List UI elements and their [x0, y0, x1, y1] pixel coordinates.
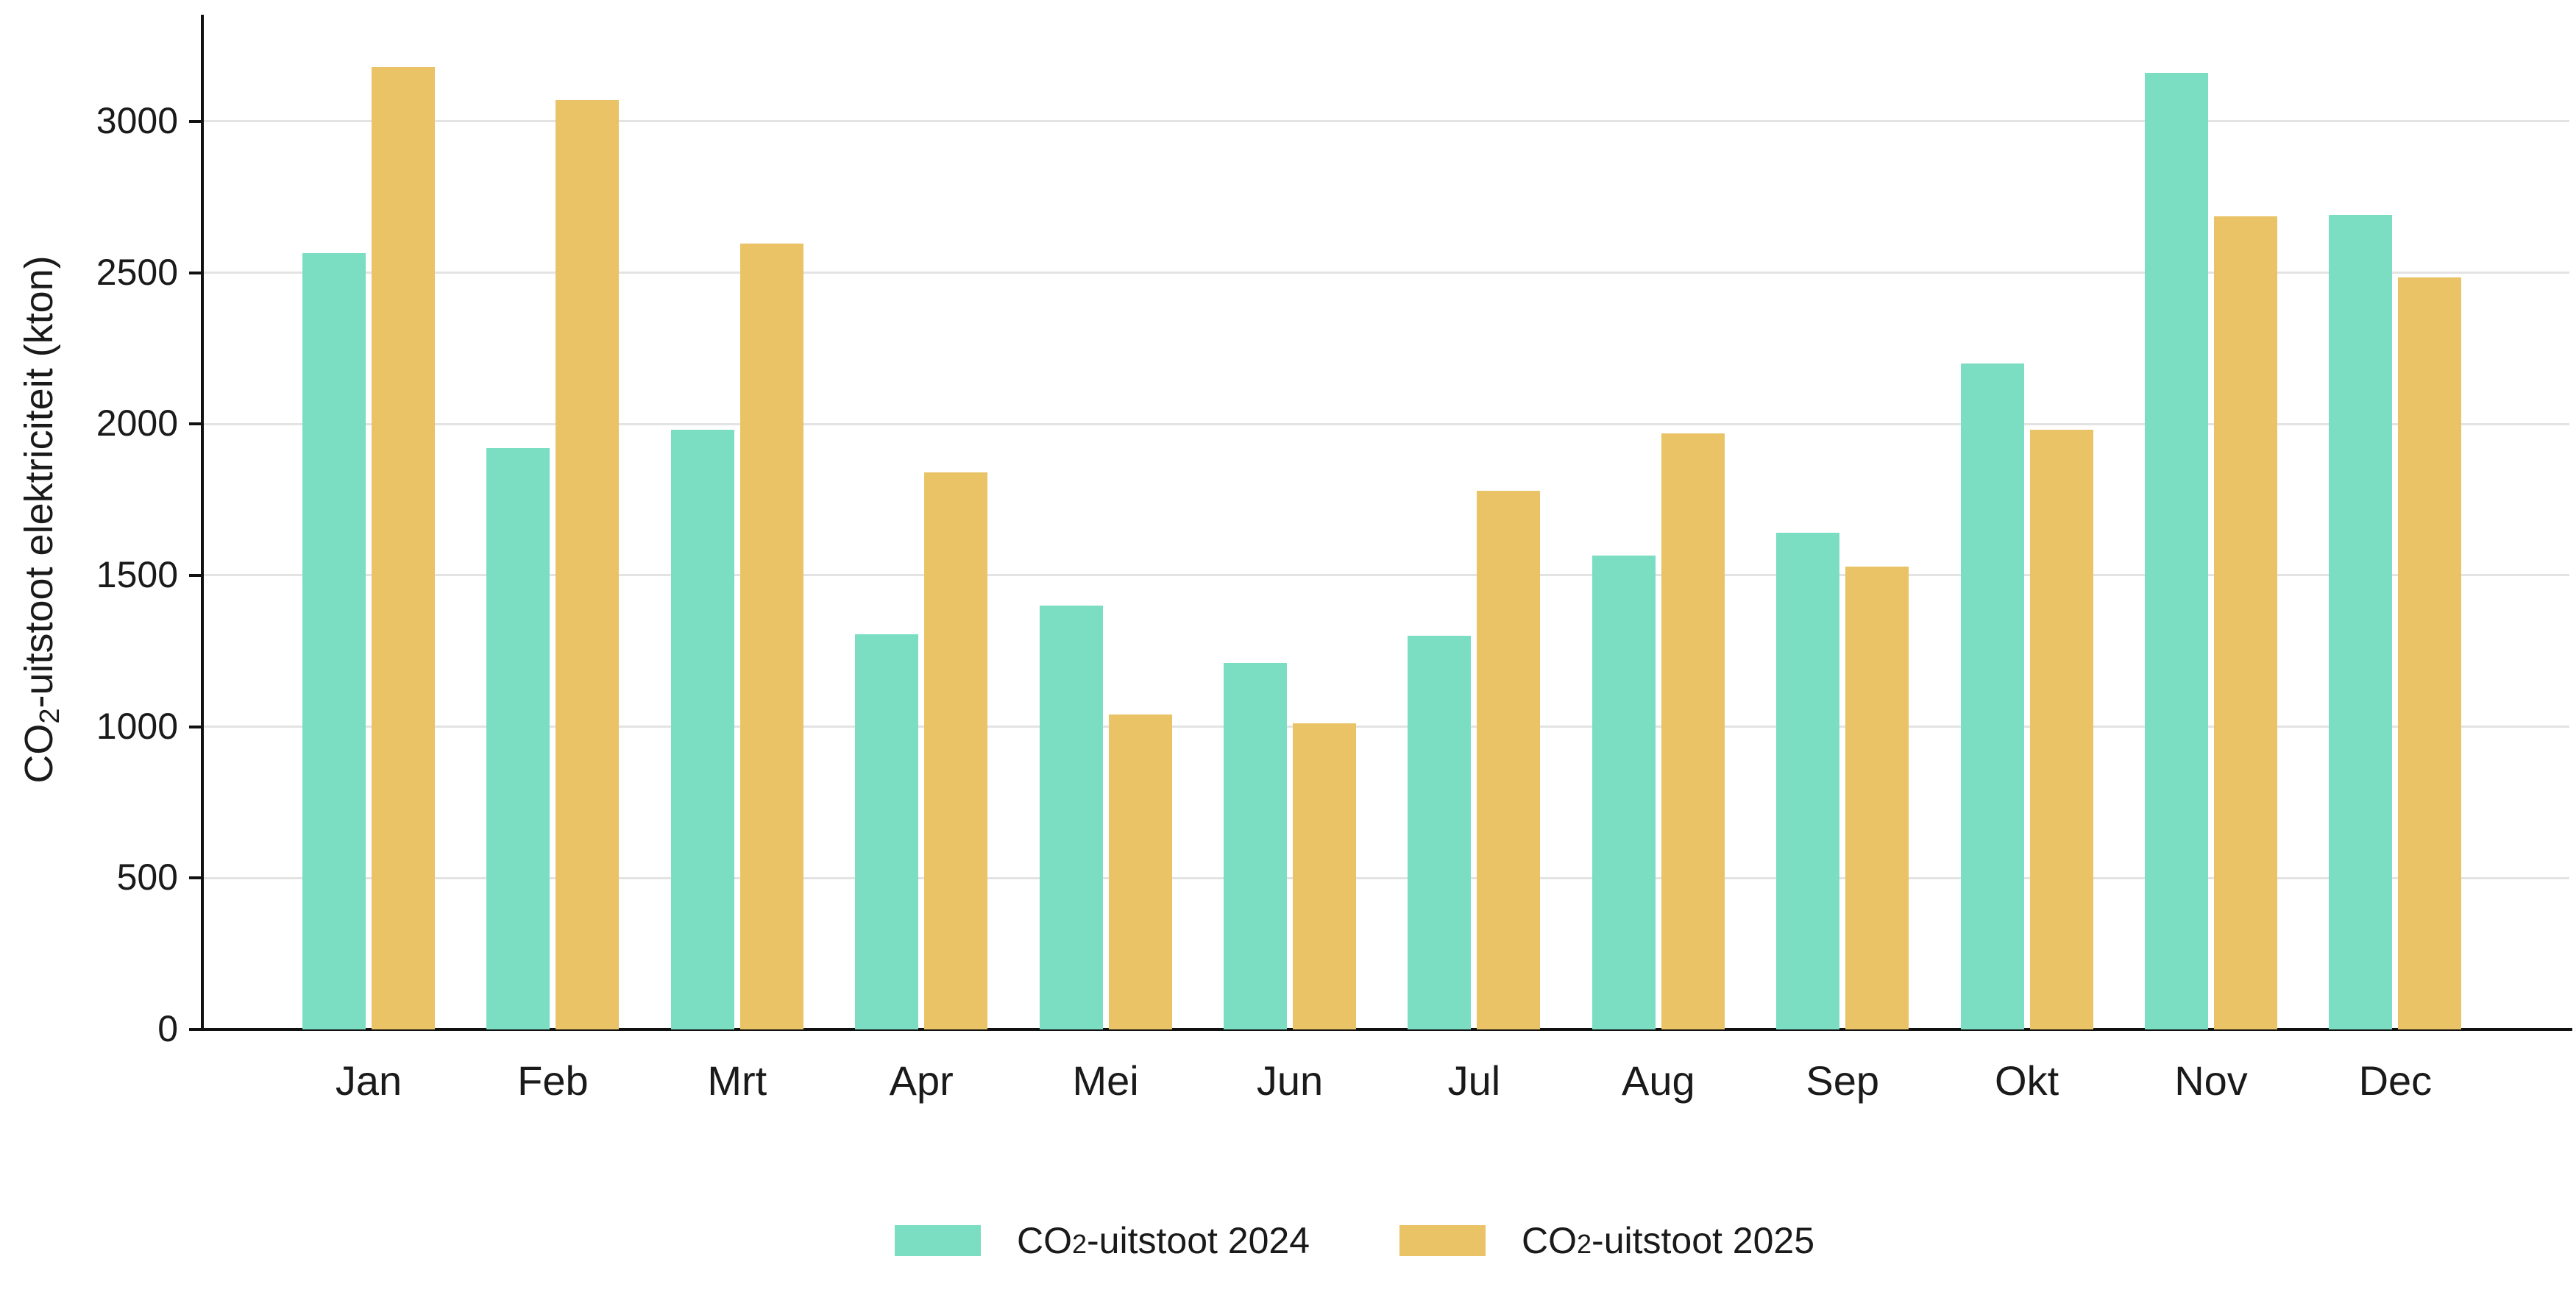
- x-tick-label-nov: Nov: [2174, 1057, 2248, 1104]
- x-tick-label-apr: Apr: [889, 1057, 954, 1104]
- legend-label-2024: CO2-uitstoot 2024: [1017, 1219, 1310, 1262]
- y-axis-title-subscript: 2: [35, 708, 65, 724]
- y-tick-label-3000: 3000: [96, 99, 178, 141]
- bar-2025-jul: [1477, 491, 1541, 1029]
- bar-2025-okt: [2029, 430, 2093, 1029]
- legend-label-2025-subscript: 2: [1577, 1229, 1592, 1259]
- gridline-1000: [204, 726, 2569, 728]
- y-tick-1000: [189, 725, 201, 728]
- y-tick-500: [189, 876, 201, 880]
- bar-2025-dec: [2398, 277, 2462, 1029]
- bar-2024-jan: [302, 253, 366, 1029]
- y-tick-0: [189, 1028, 201, 1031]
- x-tick-label-feb: Feb: [517, 1057, 589, 1104]
- x-tick-label-dec: Dec: [2358, 1057, 2433, 1104]
- legend: CO2-uitstoot 2024 CO2-uitstoot 2025: [895, 1219, 1814, 1262]
- x-tick-label-sep: Sep: [1806, 1057, 1879, 1104]
- bar-2024-mrt: [670, 430, 734, 1029]
- y-tick-label-2500: 2500: [96, 251, 178, 293]
- x-axis-line: [201, 1028, 2572, 1031]
- x-tick-label-jun: Jun: [1256, 1057, 1324, 1104]
- bar-2024-feb: [486, 448, 550, 1029]
- bar-2025-nov: [2214, 216, 2277, 1029]
- bar-2025-jun: [1293, 723, 1356, 1029]
- legend-label-2024-rest: -uitstoot 2024: [1087, 1220, 1310, 1261]
- legend-label-2024-subscript: 2: [1072, 1229, 1087, 1259]
- x-tick-label-aug: Aug: [1621, 1057, 1695, 1104]
- y-axis-title-rest: -uitstoot elektriciteit (kton): [17, 255, 61, 709]
- legend-label-2025-rest: -uitstoot 2025: [1592, 1220, 1815, 1261]
- bar-2024-dec: [2329, 215, 2393, 1029]
- legend-swatch-2024: [895, 1225, 981, 1256]
- bar-2024-jul: [1408, 636, 1472, 1029]
- bar-2025-apr: [924, 472, 988, 1029]
- x-tick-label-jul: Jul: [1447, 1057, 1501, 1104]
- x-tick-label-jan: Jan: [335, 1057, 402, 1104]
- y-tick-1500: [189, 573, 201, 577]
- gridline-3000: [204, 120, 2569, 123]
- bar-2025-aug: [1661, 433, 1725, 1029]
- legend-entry-2025: CO2-uitstoot 2025: [1399, 1219, 1814, 1262]
- legend-label-2025-prefix: CO: [1522, 1220, 1578, 1261]
- bar-2024-apr: [855, 634, 919, 1029]
- y-tick-2000: [189, 422, 201, 426]
- y-tick-label-1500: 1500: [96, 553, 178, 595]
- gridline-500: [204, 876, 2569, 879]
- bar-2025-mei: [1108, 714, 1172, 1029]
- gridline-1500: [204, 574, 2569, 577]
- legend-entry-2024: CO2-uitstoot 2024: [895, 1219, 1310, 1262]
- y-axis-line: [201, 15, 204, 1031]
- y-tick-label-500: 500: [116, 857, 178, 898]
- bar-2025-jan: [372, 67, 435, 1029]
- y-axis-title-prefix: CO: [17, 723, 61, 784]
- legend-swatch-2025: [1399, 1225, 1486, 1256]
- x-tick-label-okt: Okt: [1995, 1057, 2059, 1104]
- x-tick-label-mei: Mei: [1072, 1057, 1139, 1104]
- bar-2024-aug: [1592, 556, 1656, 1029]
- bar-2024-sep: [1776, 533, 1840, 1029]
- bar-2025-feb: [556, 100, 620, 1029]
- bar-2025-sep: [1845, 567, 1909, 1029]
- bar-2024-nov: [2145, 73, 2208, 1029]
- legend-label-2024-prefix: CO: [1017, 1220, 1072, 1261]
- y-axis-title: CO2-uitstoot elektriciteit (kton): [16, 255, 66, 783]
- y-tick-label-0: 0: [157, 1007, 178, 1049]
- legend-label-2025: CO2-uitstoot 2025: [1522, 1219, 1814, 1262]
- y-tick-label-1000: 1000: [96, 705, 178, 747]
- y-tick-2500: [189, 271, 201, 274]
- gridline-2000: [204, 422, 2569, 425]
- bar-2024-jun: [1224, 663, 1287, 1029]
- y-tick-label-2000: 2000: [96, 402, 178, 444]
- bar-2024-okt: [1960, 363, 2024, 1029]
- bar-2024-mei: [1039, 606, 1103, 1029]
- x-tick-label-mrt: Mrt: [707, 1057, 767, 1104]
- y-tick-3000: [189, 119, 201, 123]
- gridline-2500: [204, 272, 2569, 274]
- bar-2025-mrt: [739, 244, 803, 1029]
